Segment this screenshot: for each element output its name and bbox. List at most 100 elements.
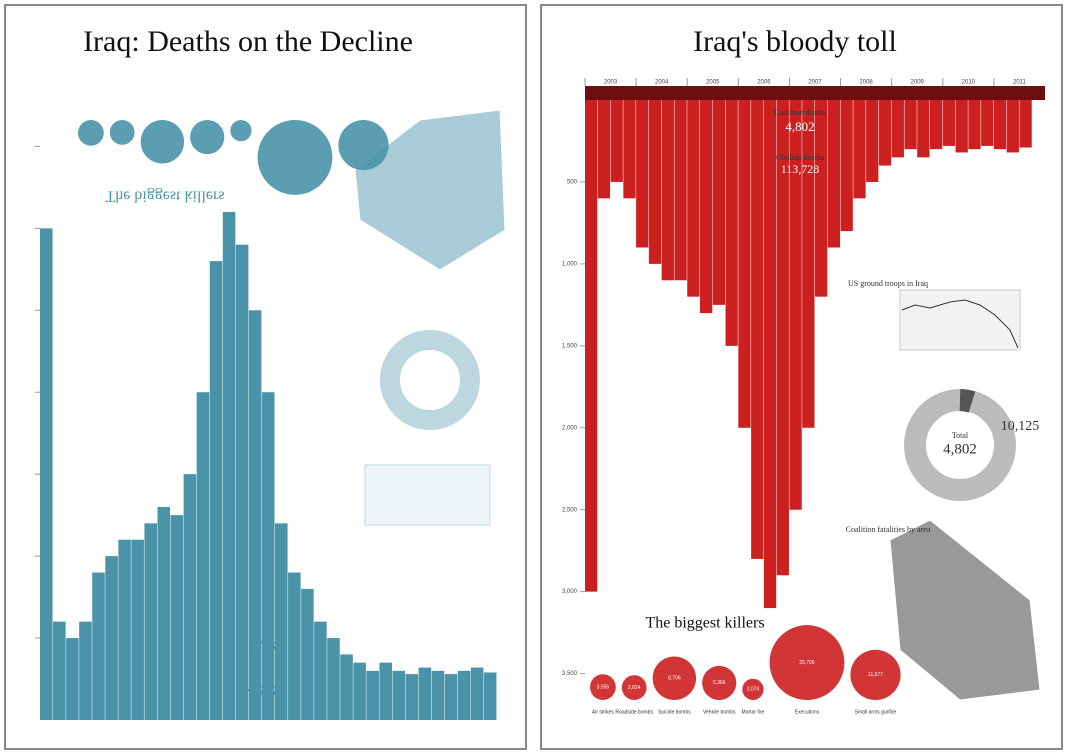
annotation: Coalition fatalities by area: [846, 525, 931, 534]
bar: [405, 674, 419, 720]
bubble: [140, 120, 185, 164]
killers-title: The biggest killers: [105, 187, 224, 204]
bar: [930, 100, 943, 150]
bubble-label: 8,706: [668, 676, 681, 682]
x-tick-label: 2010: [962, 80, 976, 86]
bar: [131, 539, 144, 720]
bar: [866, 100, 879, 182]
bar: [314, 621, 327, 720]
bar: [942, 100, 956, 146]
bar: [904, 100, 917, 150]
bubble: [338, 120, 389, 171]
chart-title: Iraq: Deaths on the Decline: [83, 25, 413, 58]
bar: [79, 621, 92, 720]
bar: [891, 100, 904, 158]
bar: [444, 674, 458, 720]
y-tick-label: 3,500: [562, 671, 578, 677]
bar: [144, 523, 157, 720]
annotation: 10,125: [1001, 419, 1040, 434]
bubble-label: 11,577: [868, 672, 883, 678]
bar: [648, 100, 662, 264]
y-tick-label: 1,000: [562, 261, 578, 267]
bar: [40, 228, 53, 721]
troops-line: [901, 299, 1019, 349]
bar: [968, 100, 981, 150]
bubble: [109, 120, 135, 145]
bar: [636, 100, 649, 248]
x-tick-label: 2003: [604, 80, 618, 86]
y-tick-label: 1,500: [562, 343, 578, 349]
bar: [623, 100, 636, 199]
x-tick-label: 2009: [911, 80, 925, 86]
bar: [209, 261, 223, 720]
bar: [661, 100, 674, 281]
map: [889, 519, 1041, 701]
bar: [687, 100, 700, 297]
bubble: [257, 119, 333, 195]
bar: [470, 667, 484, 720]
bubble-name: Executions: [795, 709, 820, 715]
bar: [815, 100, 828, 297]
bar: [981, 100, 994, 146]
bubble: [190, 120, 225, 155]
bar: [457, 670, 471, 720]
bubble-name: Small arms gunfire: [855, 709, 897, 715]
bubble: [850, 649, 901, 700]
bubble-name: Vehicle bombs: [703, 709, 736, 715]
bubble: [652, 656, 697, 701]
bar: [585, 100, 598, 592]
bar: [170, 515, 184, 720]
bar: [776, 100, 789, 576]
troops-chart: [899, 289, 1021, 351]
bubble: [769, 625, 845, 701]
bar: [275, 523, 288, 720]
annotation: 113,728: [241, 639, 283, 654]
bar: [763, 100, 777, 609]
x-tick-label: 2008: [859, 80, 873, 86]
left-troops-chart: [364, 464, 491, 526]
x-tick-label: 2004: [655, 80, 669, 86]
bubble-label: 3,055: [597, 684, 610, 690]
left-map: [354, 109, 506, 271]
bar: [712, 100, 726, 305]
bubble: [742, 678, 764, 700]
bubble-label: 2,074: [747, 687, 760, 693]
bar: [725, 100, 738, 346]
x-tick-label: 2011: [1013, 80, 1027, 86]
bubble-name: Air strikes: [592, 709, 614, 715]
bubble-name: Suicide bombs: [658, 709, 691, 715]
annotation: Total: [952, 431, 969, 440]
bar: [327, 638, 340, 720]
annotation: Civilian deaths: [776, 153, 824, 162]
bubble: [702, 665, 737, 701]
bar: [288, 572, 301, 720]
bubble: [78, 120, 104, 146]
bar: [840, 100, 853, 232]
bar: [853, 100, 866, 199]
bar: [183, 474, 197, 720]
chart-title: Iraq's bloody toll: [693, 25, 897, 58]
y-tick-label: 500: [567, 180, 578, 186]
bar: [789, 100, 802, 510]
killers-title: The biggest killers: [645, 615, 764, 632]
bar: [53, 621, 66, 720]
bar: [674, 100, 687, 281]
bar: [431, 670, 445, 720]
bar: [878, 100, 892, 166]
bar: [993, 100, 1007, 150]
annotation: 4,802: [785, 119, 814, 134]
annotation: 113,728: [781, 162, 820, 176]
bar: [366, 670, 379, 720]
bubble-label: 25,706: [799, 660, 815, 666]
bar: [1019, 100, 1032, 148]
bar: [392, 670, 406, 720]
bar: [917, 100, 930, 158]
bar: [700, 100, 713, 314]
bubble-name: Mortar fire: [742, 709, 765, 715]
bar: [610, 100, 623, 182]
bar: [1006, 100, 1019, 153]
bubble: [590, 674, 616, 701]
annotation: 4,802: [247, 684, 276, 699]
bar: [751, 100, 764, 559]
